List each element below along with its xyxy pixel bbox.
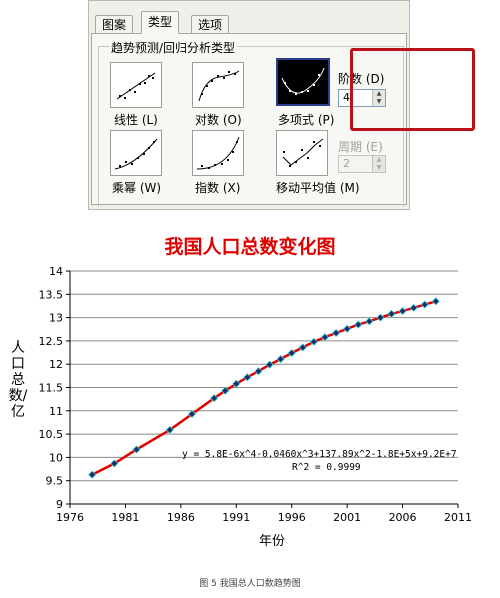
log-trend-label: 对数 (O) — [195, 113, 242, 127]
trend-r2: R^2 = 0.9999 — [292, 462, 361, 473]
linear-trend-option[interactable] — [110, 62, 162, 108]
data-point — [265, 360, 274, 369]
y-tick-label: 9 — [56, 498, 63, 511]
exponential-trend-icon — [196, 136, 240, 170]
linear-trend-icon — [116, 72, 156, 100]
data-point — [254, 367, 263, 376]
y-tick-label: 12.5 — [39, 335, 64, 348]
population-chart: 9 9.5 10 10.5 11 11.5 12 12.5 13 13.5 14 1976 1981 19… — [39, 265, 473, 549]
data-point — [431, 297, 440, 306]
period-label: 周期 (E) — [338, 140, 383, 154]
y-tick-label: 11 — [49, 405, 63, 418]
data-point — [165, 425, 174, 434]
data-point — [331, 328, 341, 338]
moving-average-label: 移动平均值 (M) — [276, 181, 360, 195]
x-tick-label: 1976 — [56, 511, 84, 524]
tab-bar: 图案 类型 选项 — [91, 11, 409, 34]
exponential-trend-label: 指数 (X) — [195, 181, 241, 195]
figure-caption: 图 5 我国总人口数趋势图 — [199, 579, 301, 589]
selection-highlight — [350, 48, 475, 131]
chart-title: 我国人口总数变化图 — [164, 236, 336, 258]
x-tick-label: 1981 — [111, 511, 139, 524]
spin-down-icon[interactable]: ▼ — [372, 98, 385, 106]
polynomial-trend-option[interactable] — [276, 58, 330, 106]
power-trend-icon — [114, 138, 158, 170]
data-point — [88, 470, 97, 479]
x-tick-label: 1996 — [278, 511, 306, 524]
data-point — [409, 303, 418, 312]
moving-average-option[interactable] — [276, 130, 328, 176]
y-tick-label: 14 — [49, 265, 63, 278]
tab-options[interactable]: 选项 — [191, 15, 230, 33]
y-tick-label: 10 — [49, 451, 63, 464]
data-point — [309, 337, 318, 346]
y-tick-label: 9.5 — [46, 475, 64, 488]
data-point — [298, 343, 307, 352]
x-tick-label: 2011 — [444, 511, 472, 524]
data-point — [276, 355, 285, 364]
x-tick-label: 1986 — [167, 511, 195, 524]
data-point — [420, 300, 429, 309]
data-point — [187, 409, 197, 419]
moving-average-icon — [282, 138, 324, 167]
data-point — [232, 379, 241, 388]
exponential-trend-option[interactable] — [192, 130, 244, 176]
trendline-dialog: 图案 类型 选项 趋势预测/回归分析类型 线性 (L) 对数 (O) — [88, 0, 475, 210]
group-title: 趋势预测/回归分析类型 — [109, 39, 238, 56]
polynomial-trend-icon — [281, 67, 325, 95]
y-axis-label: 人口总数/亿 — [8, 340, 28, 420]
x-axis-label: 年份 — [259, 534, 285, 549]
data-point — [398, 307, 407, 316]
data-point — [320, 333, 330, 342]
data-point — [287, 348, 296, 358]
x-tick-label: 1991 — [222, 511, 250, 524]
y-tick-label: 13 — [49, 312, 63, 325]
log-trend-icon — [198, 70, 240, 102]
order-value: 4 — [343, 91, 350, 104]
y-tick-label: 10.5 — [39, 428, 64, 441]
data-point — [365, 317, 374, 326]
y-tick-label: 11.5 — [39, 382, 64, 395]
spin-up-icon[interactable]: ▲ — [372, 156, 385, 164]
spin-down-icon[interactable]: ▼ — [372, 164, 385, 172]
data-point — [110, 459, 119, 468]
data-point — [221, 386, 230, 395]
data-point — [387, 309, 396, 318]
data-point — [243, 373, 252, 382]
x-tick-label: 2001 — [333, 511, 361, 524]
x-tick-label: 2006 — [389, 511, 417, 524]
data-point — [132, 445, 141, 454]
period-value: 2 — [343, 157, 350, 170]
tab-type[interactable]: 类型 — [141, 11, 180, 34]
trend-equation: y = 5.8E-6x^4-0.0460x^3+137.89x^2-1.8E+5… — [182, 449, 457, 460]
polynomial-trend-label: 多项式 (P) — [278, 113, 335, 127]
spin-up-icon[interactable]: ▲ — [372, 90, 385, 98]
power-trend-option[interactable] — [110, 130, 162, 176]
y-tick-label: 12 — [49, 358, 63, 371]
power-trend-label: 乘幂 (W) — [112, 181, 162, 195]
y-tick-label: 13.5 — [39, 288, 64, 301]
data-point — [210, 394, 219, 403]
trend-type-group: 趋势预测/回归分析类型 — [98, 39, 404, 207]
order-label: 阶数 (D) — [338, 72, 385, 86]
period-spinner[interactable]: 2 ▲ ▼ — [338, 155, 386, 173]
data-point — [376, 313, 385, 322]
tab-patterns[interactable]: 图案 — [95, 15, 134, 33]
log-trend-option[interactable] — [192, 62, 244, 108]
data-point — [354, 320, 363, 329]
data-point — [343, 324, 352, 333]
linear-trend-label: 线性 (L) — [114, 113, 158, 127]
type-tab-panel: 趋势预测/回归分析类型 线性 (L) 对数 (O) 多项式 (P) — [91, 33, 407, 207]
